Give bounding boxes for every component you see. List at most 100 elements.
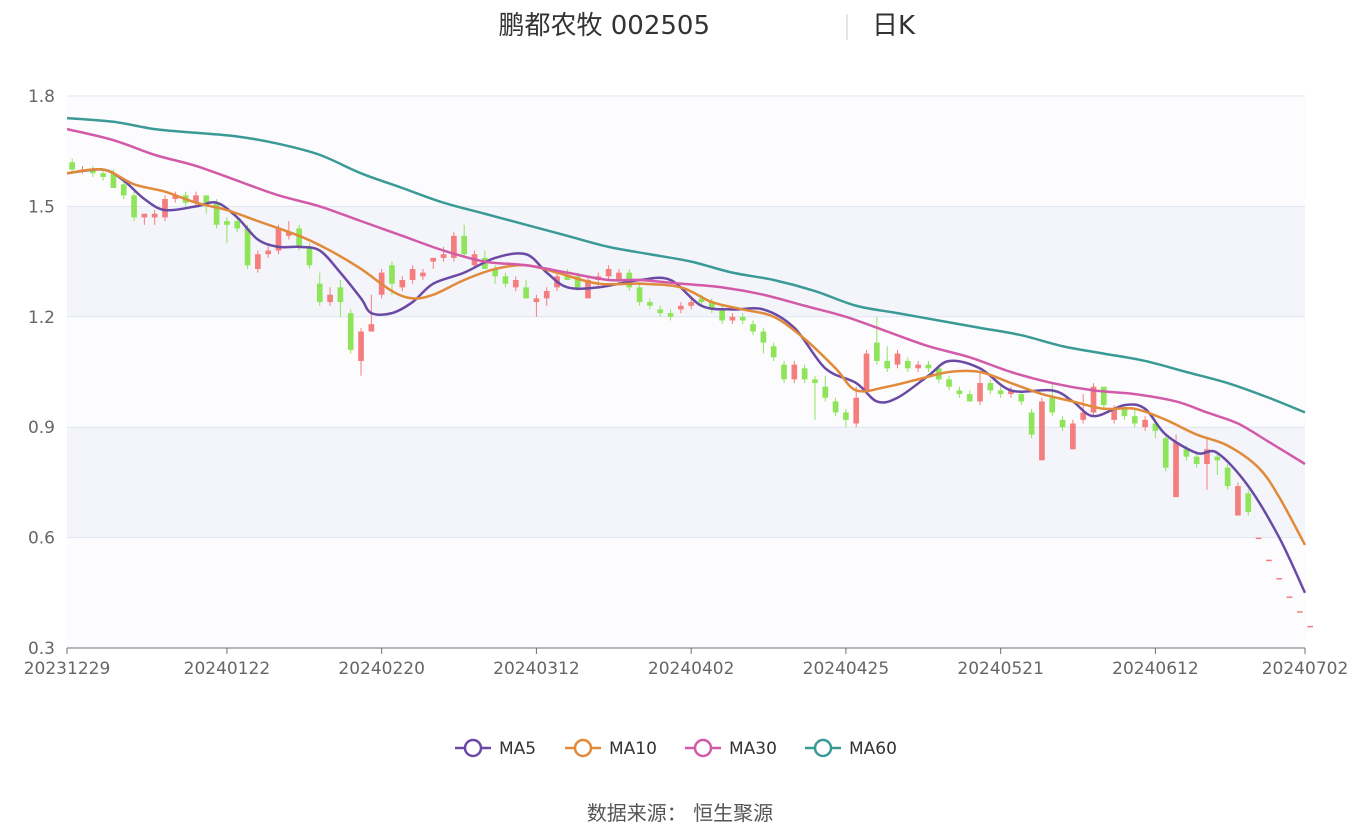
ma-line-ma30 <box>66 127 1306 466</box>
candle <box>874 316 880 365</box>
candle <box>1214 452 1221 476</box>
candle <box>100 169 106 181</box>
legend-label: MA10 <box>609 739 657 759</box>
candle-body <box>409 268 416 280</box>
candle-body <box>801 368 808 380</box>
candle-body <box>1131 416 1138 424</box>
y-axis: 1.8 1.5 1.2 0.9 0.6 0.3 <box>28 87 55 659</box>
candle-body <box>543 291 550 299</box>
candle <box>1080 394 1087 424</box>
candle-body <box>904 360 911 369</box>
candle-body <box>1162 438 1169 468</box>
candle-body <box>533 298 540 303</box>
candle <box>1173 434 1179 498</box>
candle <box>89 165 96 177</box>
candle-body <box>874 342 880 361</box>
candle-body <box>451 235 457 258</box>
candle <box>1235 482 1241 516</box>
candle-body <box>193 195 199 203</box>
candle-body <box>832 401 839 413</box>
candle-body <box>574 276 581 288</box>
candle-body <box>564 276 571 280</box>
candle-body <box>1307 625 1313 628</box>
y-tick-label: 1.8 <box>28 87 55 107</box>
candle <box>770 342 777 361</box>
candle-body <box>667 313 674 317</box>
candle-body <box>265 250 272 255</box>
candle-body <box>647 302 653 306</box>
legend-marker <box>463 738 483 758</box>
candle <box>987 379 994 395</box>
candle <box>141 213 148 225</box>
candle-body <box>1255 537 1262 540</box>
ma-line-ma10 <box>66 167 1307 546</box>
candle-body <box>1183 449 1190 457</box>
candle-body <box>894 353 901 365</box>
candle-body <box>1059 419 1066 428</box>
legend-label: MA5 <box>499 739 536 759</box>
candle-body <box>502 276 509 284</box>
candle-body <box>1224 467 1231 487</box>
candle <box>316 272 323 306</box>
legend-item-ma5: MA5 <box>455 738 536 759</box>
candle-body <box>1111 408 1117 420</box>
candle-body <box>1193 456 1200 464</box>
candle <box>389 261 395 295</box>
candle <box>399 276 406 292</box>
candle <box>255 250 261 273</box>
candle <box>843 408 849 428</box>
candle-body <box>399 280 406 288</box>
candle-body <box>688 302 694 306</box>
legend-item-ma30: MA30 <box>685 738 777 759</box>
moving-average-lines <box>66 116 1307 594</box>
candle <box>904 357 911 372</box>
legend: MA5 MA10 MA30 MA60 <box>455 738 897 759</box>
candle-body <box>997 390 1004 395</box>
candle <box>832 397 839 417</box>
candle <box>977 372 983 406</box>
candle-body <box>285 232 292 236</box>
candle-body <box>203 195 210 207</box>
x-tick-label: 20240425 <box>803 659 890 679</box>
candle <box>409 265 416 284</box>
candle-body <box>739 316 746 321</box>
candle-body <box>1297 611 1303 613</box>
legend-marker <box>693 738 713 758</box>
candle <box>1142 416 1148 431</box>
candle-body <box>1008 390 1014 395</box>
candle <box>224 217 230 244</box>
candle <box>461 224 468 258</box>
candle-body <box>358 331 364 361</box>
candle <box>523 280 529 299</box>
candle <box>605 265 612 280</box>
x-tick-label: 20240220 <box>338 659 425 679</box>
candle-body <box>977 383 983 402</box>
candle <box>1028 408 1035 439</box>
candle-body <box>1018 394 1025 402</box>
candle <box>1245 489 1252 516</box>
candle <box>151 210 158 225</box>
candle <box>812 375 818 420</box>
candle <box>853 386 860 428</box>
candle-body <box>1142 419 1148 428</box>
candle-body <box>120 184 127 196</box>
candle <box>667 309 674 321</box>
candle <box>863 349 870 395</box>
candle <box>884 346 891 372</box>
candle <box>120 180 127 200</box>
candle <box>327 287 333 306</box>
candle-body <box>812 379 818 384</box>
candle-body <box>234 221 241 229</box>
candle <box>1018 390 1025 406</box>
candle-body <box>162 199 168 218</box>
candle-body <box>708 302 715 310</box>
candle-body <box>327 294 333 303</box>
candle-body <box>1235 486 1241 516</box>
candle-body <box>389 265 395 284</box>
candle-body <box>523 287 529 299</box>
candle-body <box>1028 412 1035 435</box>
candle <box>1070 419 1076 450</box>
candle <box>430 257 437 269</box>
background-band <box>67 537 1305 648</box>
candle-body <box>750 324 756 332</box>
